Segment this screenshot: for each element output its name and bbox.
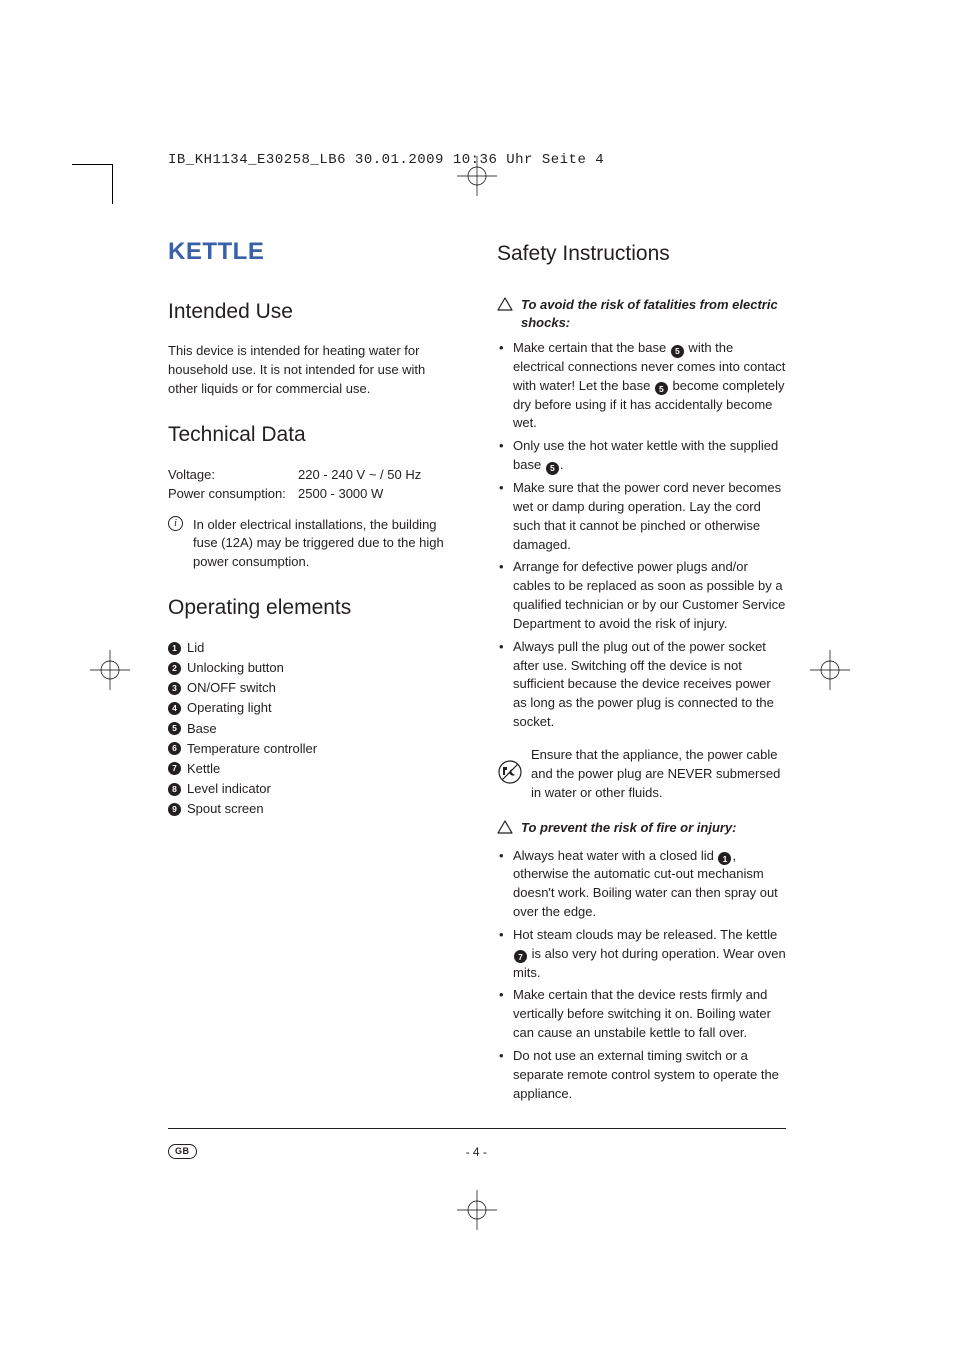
bullet-text: Make certain that the base [513,340,670,355]
ref-5-icon: 5 [671,345,684,358]
operating-element-item: 9 Spout screen [168,799,457,819]
element-label: Operating light [187,698,272,718]
element-label: Spout screen [187,799,264,819]
registration-mark-bottom [457,1190,497,1235]
intended-use-section: Intended Use This device is intended for… [168,300,457,399]
footer-rule [168,1128,786,1129]
tech-value: 2500 - 3000 W [298,484,383,504]
element-number-icon: 7 [168,762,181,775]
bullet-text: Hot steam clouds may be released. The ke… [513,927,777,942]
bullet: Only use the hot water kettle with the s… [497,437,786,475]
registration-mark-top [457,156,497,201]
info-icon: i [168,516,183,531]
crop-mark-h [72,164,112,165]
element-number-icon: 8 [168,783,181,796]
bullet-text: Always heat water with a closed lid [513,848,717,863]
element-label: Level indicator [187,779,271,799]
document-title: KETTLE [168,238,457,266]
left-column: KETTLE Intended Use This device is inten… [168,238,457,1150]
operating-element-item: 4 Operating light [168,698,457,718]
bullet: Arrange for defective power plugs and/or… [497,558,786,633]
content-area: KETTLE Intended Use This device is inten… [168,238,786,1150]
registration-mark-right [810,650,850,695]
operating-element-item: 6 Temperature controller [168,739,457,759]
tech-row: Voltage: 220 - 240 V ~ / 50 Hz [168,465,457,485]
tech-row: Power consumption: 2500 - 3000 W [168,484,457,504]
ref-1-icon: 1 [718,852,731,865]
crop-mark-v [112,164,113,204]
operating-element-item: 2 Unlocking button [168,658,457,678]
operating-element-item: 3 ON/OFF switch [168,678,457,698]
bullet-text: . [560,457,564,472]
element-label: Unlocking button [187,658,284,678]
ref-5-icon: 5 [655,382,668,395]
page-number: - 4 - [197,1145,757,1159]
warning-block: To prevent the risk of fire or injury: [497,819,786,839]
bullet: Always pull the plug out of the power so… [497,638,786,732]
info-note-text: In older electrical installations, the b… [193,516,457,573]
bullet: Make sure that the power cord never beco… [497,479,786,554]
technical-data-heading: Technical Data [168,423,457,447]
operating-element-item: 7 Kettle [168,759,457,779]
safety-bullets-2: Always heat water with a closed lid 1, o… [497,847,786,1104]
element-label: Base [187,719,217,739]
safety-heading: Safety Instructions [497,242,786,266]
element-number-icon: 1 [168,642,181,655]
operating-elements-section: Operating elements 1 Lid 2 Unlocking button… [168,596,457,819]
intended-use-body: This device is intended for heating wate… [168,342,457,399]
element-number-icon: 4 [168,702,181,715]
element-number-icon: 9 [168,803,181,816]
bullet: Always heat water with a closed lid 1, o… [497,847,786,922]
operating-elements-list: 1 Lid 2 Unlocking button 3 ON/OFF switch 4 Oper… [168,638,457,819]
page: IB_KH1134_E30258_LB6 30.01.2009 10:36 Uh… [0,0,954,1350]
country-badge: GB [168,1144,197,1159]
warning-block: To avoid the risk of fatalities from ele… [497,296,786,331]
bullet-text: is also very hot during operation. Wear … [513,946,786,980]
ref-7-icon: 7 [514,950,527,963]
element-number-icon: 2 [168,662,181,675]
technical-data-section: Technical Data Voltage: 220 - 240 V ~ / … [168,423,457,573]
ref-5-icon: 5 [546,462,559,475]
print-header: IB_KH1134_E30258_LB6 30.01.2009 10:36 Uh… [168,152,604,168]
element-label: Lid [187,638,204,658]
element-number-icon: 5 [168,722,181,735]
warning-text: To avoid the risk of fatalities from ele… [521,296,786,331]
no-submerse-icon [497,759,523,790]
warning-text: To prevent the risk of fire or injury: [521,819,737,837]
operating-element-item: 1 Lid [168,638,457,658]
tech-value: 220 - 240 V ~ / 50 Hz [298,465,421,485]
registration-mark-left [90,650,130,695]
bullet: Make certain that the device rests firml… [497,986,786,1043]
element-label: ON/OFF switch [187,678,276,698]
bullet: Make certain that the base 5 with the el… [497,339,786,433]
no-submerse-text: Ensure that the appliance, the power cab… [531,746,786,803]
operating-elements-heading: Operating elements [168,596,457,620]
warning-icon [497,820,513,839]
warning-icon [497,297,513,316]
info-note: i In older electrical installations, the… [168,516,457,573]
right-column: Safety Instructions To avoid the risk of… [497,238,786,1150]
tech-label: Power consumption: [168,484,298,504]
operating-element-item: 5 Base [168,719,457,739]
no-submerse-note: Ensure that the appliance, the power cab… [497,746,786,803]
footer: GB - 4 - [168,1144,786,1159]
element-label: Kettle [187,759,220,779]
tech-label: Voltage: [168,465,298,485]
bullet: Do not use an external timing switch or … [497,1047,786,1104]
operating-element-item: 8 Level indicator [168,779,457,799]
element-label: Temperature controller [187,739,317,759]
element-number-icon: 3 [168,682,181,695]
bullet: Hot steam clouds may be released. The ke… [497,926,786,983]
element-number-icon: 6 [168,742,181,755]
safety-bullets-1: Make certain that the base 5 with the el… [497,339,786,732]
intended-use-heading: Intended Use [168,300,457,324]
